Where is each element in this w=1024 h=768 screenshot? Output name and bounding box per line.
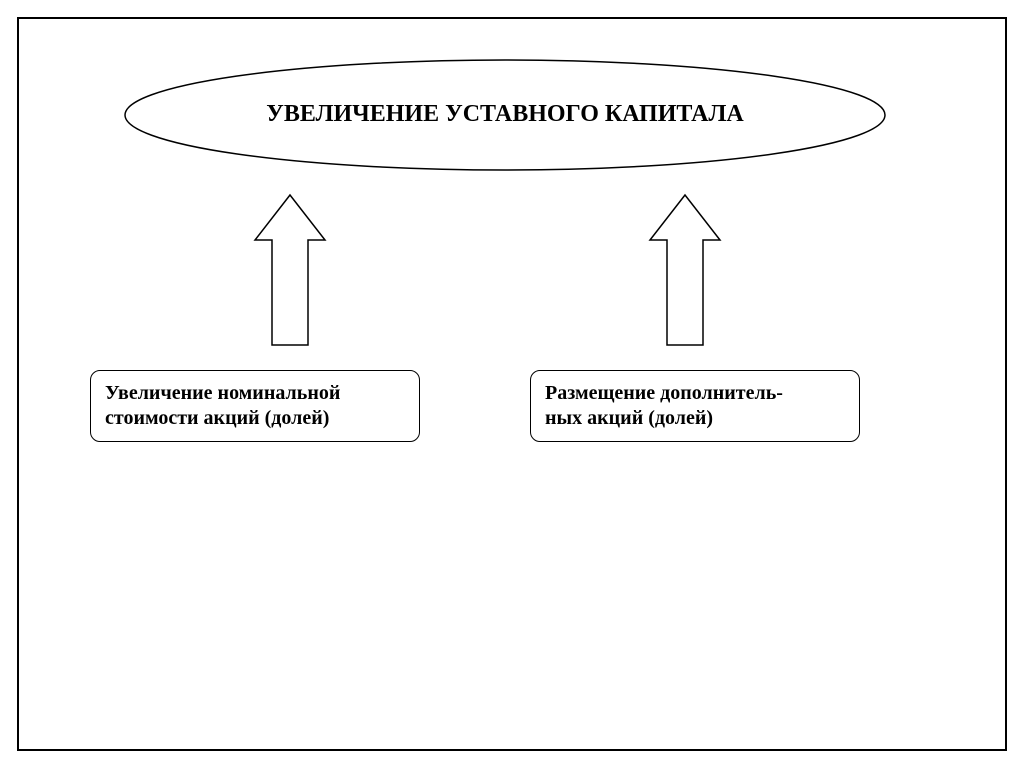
option-box-right-line1: Размещение дополнитель- (545, 381, 845, 406)
option-box-right-line2: ных акций (долей) (545, 406, 845, 431)
arrow-right (648, 193, 722, 347)
option-box-left: Увеличение номинальной стоимости акций (… (90, 370, 420, 442)
title-label: УВЕЛИЧЕНИЕ УСТАВНОГО КАПИТАЛА (125, 101, 885, 128)
option-box-left-line2: стоимости акций (долей) (105, 406, 405, 431)
option-box-right: Размещение дополнитель- ных акций (долей… (530, 370, 860, 442)
arrow-left (253, 193, 327, 347)
option-box-left-line1: Увеличение номинальной (105, 381, 405, 406)
